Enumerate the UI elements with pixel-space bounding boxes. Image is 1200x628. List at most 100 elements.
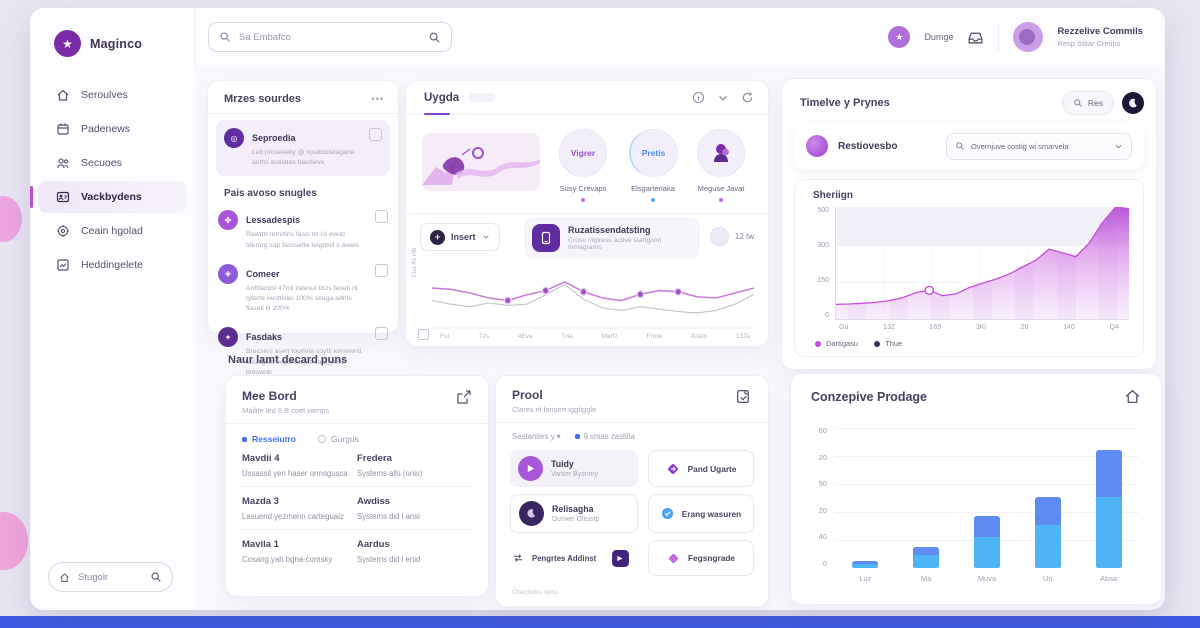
sidebar-item-heddingelete[interactable]: Heddingelete	[38, 249, 187, 281]
time-chip[interactable]: 12 tw	[709, 227, 754, 246]
search-submit-icon[interactable]	[428, 31, 441, 44]
row-desc: Cosang yah bgna-comsky	[242, 555, 333, 564]
chevron-down-icon	[1115, 144, 1122, 149]
legend-dot	[874, 341, 881, 348]
insert-icon: +	[430, 229, 445, 245]
action-tile[interactable]: Pand Ugarte	[648, 450, 754, 487]
info-icon[interactable]	[692, 91, 705, 104]
person-tile[interactable]: Relisagha Durwer Olisistp	[510, 494, 638, 533]
person-tile[interactable]: Tuidy Vanter Bysnmy	[510, 450, 638, 487]
res-search-button[interactable]: Res	[1061, 91, 1114, 115]
sidebar-item-label: Secuoes	[81, 157, 122, 169]
x-tick-label: Fur	[440, 333, 450, 340]
tab-gurgus[interactable]: Gurgus	[317, 434, 359, 444]
sidebar-item-padenews[interactable]: Padenews	[38, 113, 187, 145]
table-row[interactable]: Mazda 3 Lasuend yezmenn carteguaiz Awdiss…	[226, 487, 488, 529]
divider	[226, 423, 488, 424]
sidebar-item-ceain-hgolad[interactable]: Ceain hgolad	[38, 215, 187, 247]
data-point-dot[interactable]	[579, 287, 588, 296]
card-title: Prool	[512, 388, 543, 402]
filter-count[interactable]: 9 smas zastilla	[574, 432, 635, 441]
sidebar-item-secuoes[interactable]: Secuoes	[38, 147, 187, 179]
table-row[interactable]: Mavila 1 Cosang yah bgna-comsky Aardus Sys…	[226, 530, 488, 572]
insert-button[interactable]: + Insert	[420, 223, 500, 251]
filter-dropdown[interactable]: Sestanites y ▾	[512, 432, 561, 441]
more-menu-button[interactable]: •••	[371, 94, 384, 104]
refresh-icon[interactable]	[741, 91, 754, 104]
data-point-dot[interactable]	[636, 290, 645, 299]
row-desc: Ussassil yen haser ormsgusca	[242, 469, 348, 478]
tab-label: Resseiutro	[252, 434, 296, 444]
data-point-dot[interactable]	[541, 286, 550, 295]
bar-segment-bottom	[1095, 497, 1122, 568]
featured-source-item[interactable]: ◎ Seproedia Leit prosevetiy @ njsebddela…	[216, 120, 390, 177]
sidebar-item-seroulves[interactable]: Seroulves	[38, 79, 187, 111]
action-tile[interactable]: Erang wasuren	[648, 494, 754, 533]
sidebar-search[interactable]: Stugolr	[48, 562, 173, 592]
source-desc: Brecsers aserj tourtela coytti kerrewnd …	[246, 348, 362, 376]
stat-dot	[719, 198, 723, 202]
stat-card: Meguse Javat	[686, 129, 756, 202]
data-point-dot[interactable]	[503, 296, 512, 305]
card-title[interactable]: Uygda	[424, 91, 460, 104]
stat-avatar-circle[interactable]	[697, 129, 745, 177]
data-point-dot[interactable]	[674, 287, 683, 296]
user-avatar[interactable]	[1013, 22, 1044, 52]
source-item[interactable]: ◈ Comeer Anttfaodsl 47rol zalasur brzs f…	[208, 257, 398, 321]
card-timeline: Timelve y Prynes Res Restiovesbo Overnju…	[781, 78, 1157, 370]
bar-column[interactable]	[957, 426, 1018, 568]
card-title: Mrzes sourdes	[224, 93, 302, 105]
item-action-icon[interactable]	[375, 263, 388, 277]
notification-badge-icon[interactable]: ★	[888, 26, 911, 48]
item-action-icon[interactable]	[375, 327, 388, 341]
card-prodage: Conzepive Prodage 60 20 50 20 40 0 Luz Ma Muva U…	[790, 373, 1162, 605]
timeline-select[interactable]: Overnjuve costig wi smarvela	[946, 132, 1132, 160]
search-icon	[1074, 99, 1082, 107]
item-action-icon[interactable]	[369, 128, 382, 141]
select-value: Overnjuve costig wi smarvela	[971, 141, 1069, 151]
tab-resseiutro[interactable]: Resseiutro	[242, 434, 296, 444]
home-icon[interactable]	[1124, 388, 1141, 405]
action-tile[interactable]: Pengrtes Addinst	[510, 540, 638, 576]
share-icon[interactable]	[456, 389, 472, 405]
stat-value-circle[interactable]: Vigrer	[559, 129, 607, 177]
theme-toggle-icon[interactable]	[1122, 92, 1144, 114]
y-tick-label: 0	[822, 558, 827, 568]
data-point-marker[interactable]	[924, 285, 935, 296]
map-thumbnail[interactable]	[422, 133, 540, 191]
bar-column[interactable]	[1078, 426, 1139, 568]
divider	[496, 422, 768, 423]
x-tick-label: Ma	[920, 574, 932, 583]
row-title: Fredera	[357, 453, 392, 464]
info-tile[interactable]: Ruzatissendatsting Crosu impress active …	[524, 217, 700, 259]
user-role: Resp Stitar Cretins	[1057, 39, 1121, 48]
person-card-icon	[56, 191, 70, 203]
bar-segment-top	[1034, 497, 1061, 526]
search-icon	[151, 572, 161, 582]
export-doc-icon[interactable]	[735, 388, 752, 405]
legend-label: Dartigasu	[826, 339, 859, 348]
x-tick-label: 132	[883, 324, 895, 331]
content-area: Mrzes sourdes ••• ◎ Seproedia Leit prose…	[195, 66, 1165, 610]
table-row[interactable]: Mavdii 4 Ussassil yen haser ormsgusca Fre…	[226, 444, 488, 486]
chevron-down-icon[interactable]	[717, 92, 729, 104]
bar-column[interactable]	[835, 426, 896, 568]
bar-column[interactable]	[896, 426, 957, 568]
source-item[interactable]: ✤ Lessadespis Rawrtb retrotins fasci tis…	[208, 203, 398, 256]
x-tick-label: Luz	[859, 574, 872, 583]
item-action-icon[interactable]	[375, 210, 388, 224]
tab-ghost[interactable]	[469, 93, 496, 102]
global-search-input[interactable]: Sa Embafco	[208, 22, 452, 52]
source-item[interactable]: ✦ Fasdaks Brecsers aserj tourtela coytti…	[208, 320, 398, 384]
stat-value-circle[interactable]: Pretis	[628, 129, 678, 177]
grid-toggle-icon[interactable]	[418, 329, 429, 340]
legend-item: Dartigasu	[815, 339, 858, 348]
sidebar-item-vackbydens[interactable]: Vackbydens	[30, 181, 187, 213]
chart-title: Sheriign	[813, 190, 854, 201]
action-tile[interactable]: Fegsngrade	[648, 540, 754, 576]
card-subtitle: Clares el lansert iggtiggle	[512, 405, 597, 414]
app-square-icon[interactable]	[611, 549, 630, 568]
bar-column[interactable]	[1017, 426, 1078, 568]
inbox-icon[interactable]	[967, 29, 984, 46]
y-tick-label: 20	[818, 452, 827, 462]
